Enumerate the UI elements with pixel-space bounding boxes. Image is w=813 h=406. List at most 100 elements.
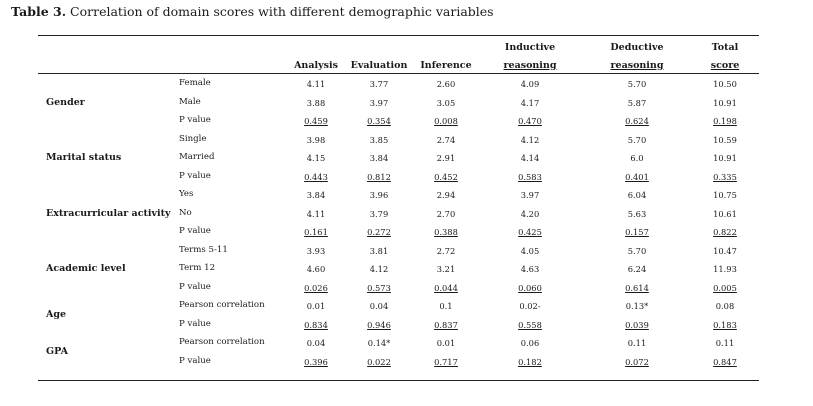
table-cell: 5.70 <box>627 245 647 256</box>
row-label: Male <box>179 96 201 107</box>
table-cell: 3.98 <box>306 134 326 145</box>
table-cell: 0.060 <box>518 282 542 293</box>
table-cell: 0.005 <box>713 282 737 293</box>
table-cell: 0.02- <box>519 301 541 311</box>
table-cell: 0.583 <box>518 171 542 182</box>
table-cell: 3.21 <box>436 264 456 274</box>
row-label: P value <box>179 318 211 329</box>
table-cell: 0.14* <box>367 338 391 348</box>
table-cell: 2.72 <box>436 245 456 256</box>
table-cell: 3.05 <box>436 97 456 108</box>
column-header-line1: Deductive <box>610 42 664 53</box>
table-cell: 4.05 <box>520 245 540 256</box>
column-header: Total score <box>680 39 770 75</box>
table-cell: 0.837 <box>434 319 458 330</box>
table-cell: 2.74 <box>436 134 456 145</box>
table-cell: 0.01 <box>436 338 456 348</box>
row-label: P value <box>179 355 211 366</box>
table-cell: 5.70 <box>627 79 647 89</box>
table-cell: 0.614 <box>625 282 649 293</box>
column-header-line2: reasoning <box>610 60 664 71</box>
row-label: Single <box>179 133 207 144</box>
table-cell: 2.91 <box>436 153 456 163</box>
table-title: Table 3. Correlation of domain scores wi… <box>11 4 494 19</box>
table-cell: 5.87 <box>627 97 647 108</box>
table-cell: 4.15 <box>306 153 326 163</box>
column-header: Analysis <box>271 39 361 75</box>
table-cell: 2.70 <box>436 208 456 219</box>
table-cell: 0.04 <box>306 338 326 348</box>
group-label: Gender <box>46 96 85 108</box>
table-cell: 0.459 <box>304 116 328 126</box>
column-header-line1: Inductive <box>504 42 556 53</box>
column-header: Inference <box>401 39 491 75</box>
column-header-line2: reasoning <box>503 60 557 71</box>
table-cell: 0.157 <box>625 227 649 237</box>
table-cell: 0.822 <box>713 227 737 237</box>
table-cell: 0.573 <box>367 282 391 293</box>
row-label: No <box>179 207 192 218</box>
table-cell: 2.94 <box>436 190 456 200</box>
table-cell: 3.85 <box>369 134 389 145</box>
table-cell: 0.182 <box>518 356 542 367</box>
table-cell: 0.272 <box>367 227 391 237</box>
row-label: Pearson correlation <box>179 337 265 347</box>
table-cell: 6.04 <box>627 190 647 200</box>
table-number: Table 3. <box>11 4 67 19</box>
table-cell: 0.335 <box>713 171 737 182</box>
table-cell: 2.60 <box>436 79 456 89</box>
table-cell: 0.834 <box>304 319 328 330</box>
table-cell: 3.84 <box>369 153 389 163</box>
table-cell: 0.354 <box>367 116 391 126</box>
group-label: Marital status <box>46 152 122 163</box>
table-cell: 4.11 <box>306 79 326 89</box>
table-cell: 0.072 <box>625 356 649 367</box>
table-cell: 6.0 <box>630 153 644 163</box>
table-cell: 0.008 <box>434 116 458 126</box>
row-label: Married <box>179 152 215 162</box>
table-cell: 4.14 <box>520 153 540 163</box>
bottom-rule <box>38 380 759 382</box>
group-label: Extracurricular activity <box>46 207 171 219</box>
table-cell: 3.84 <box>306 190 326 200</box>
column-header-line2: Inference <box>420 60 472 71</box>
table-cell: 5.63 <box>627 208 647 219</box>
table-cell: 0.06 <box>520 338 540 348</box>
table-cell: 10.47 <box>713 245 737 256</box>
top-rule <box>38 35 759 37</box>
table-cell: 0.161 <box>304 227 328 237</box>
row-label: Pearson correlation <box>179 300 265 310</box>
column-header: Inductive reasoning <box>485 39 575 75</box>
table-cell: 0.812 <box>367 171 391 182</box>
table-cell: 0.022 <box>367 356 391 367</box>
column-header: Deductive reasoning <box>592 39 682 75</box>
row-label: P value <box>179 170 211 181</box>
table-cell: 0.183 <box>713 319 737 330</box>
column-header-line1 <box>401 39 491 57</box>
table-cell: 4.17 <box>520 97 540 108</box>
table-cell: 0.452 <box>434 171 458 182</box>
table-cell: 3.97 <box>369 97 389 108</box>
table-cell: 4.63 <box>520 264 540 274</box>
table-cell: 0.388 <box>434 227 458 237</box>
table-cell: 3.77 <box>369 79 389 89</box>
row-label: P value <box>179 281 211 292</box>
table-cell: 4.12 <box>520 134 540 145</box>
row-label: Terms 5-11 <box>179 244 228 255</box>
group-label: GPA <box>46 346 68 358</box>
table-cell: 0.425 <box>518 227 542 237</box>
table-cell: 0.08 <box>715 301 735 311</box>
column-header: Evaluation <box>334 39 424 75</box>
table-cell: 0.946 <box>367 319 391 330</box>
table-cell: 0.396 <box>304 356 328 367</box>
row-label: Yes <box>179 189 194 199</box>
table-cell: 0.044 <box>434 282 458 293</box>
table-cell: 0.1 <box>439 301 453 311</box>
table-cell: 3.81 <box>369 245 389 256</box>
row-label: P value <box>179 115 211 125</box>
column-header-line2: score <box>710 60 740 71</box>
row-label: P value <box>179 226 211 236</box>
column-header-line2: Evaluation <box>350 60 408 71</box>
table-cell: 10.75 <box>713 190 737 200</box>
